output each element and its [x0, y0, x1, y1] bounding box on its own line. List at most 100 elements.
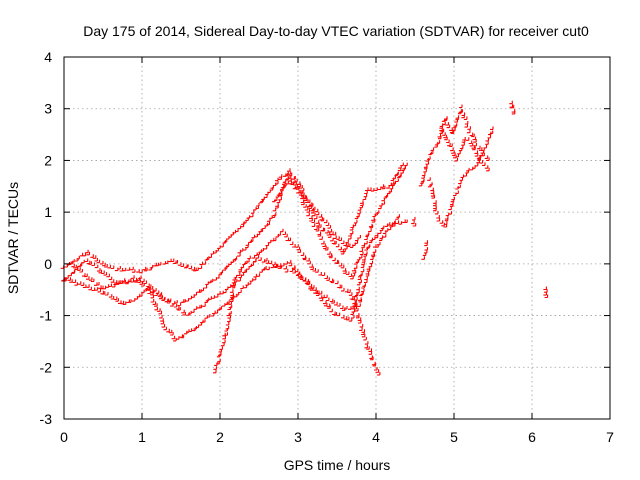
- data-point-track-8-3-1: [451, 196, 455, 201]
- data-point-track-5-7-7: [329, 278, 334, 283]
- data-point-track-5-7-4: [321, 272, 326, 276]
- data-point-track-2-11-1: [304, 207, 309, 211]
- data-point-track-1-12-18: [360, 200, 364, 204]
- data-point-track-2-13-14: [364, 236, 368, 241]
- data-point-track-2-3-0: [138, 275, 142, 280]
- data-point-track-4-10-8: [340, 305, 344, 310]
- data-point-track-3-0-8: [82, 284, 87, 289]
- data-point-track-3-1-1: [94, 287, 99, 291]
- data-point-track-1-7-12: [261, 196, 265, 201]
- data-point-track-5-10-8: [374, 367, 378, 371]
- data-point-track-8-4-1: [460, 174, 465, 178]
- data-point-track-1-8-6: [275, 180, 279, 185]
- data-point-track-4-12-5: [361, 288, 365, 293]
- data-point-track-2-0-3: [68, 272, 72, 277]
- data-point-track-1-4-7: [188, 265, 193, 270]
- data-point-track-1-0-4: [71, 259, 75, 263]
- data-point-track-9-3-1: [465, 137, 470, 141]
- data-point-track-3-12-3: [343, 316, 348, 320]
- data-point-track-4-12-7: [362, 283, 366, 287]
- data-point-track-1-1-6: [100, 260, 104, 265]
- data-point-track-3-12-2: [341, 314, 345, 319]
- data-point-track-5-5-5: [289, 241, 294, 246]
- data-point-track-4-7-3: [264, 257, 268, 262]
- data-point-track-1-1-4: [94, 258, 98, 262]
- y-tick-label-0: 0: [44, 256, 52, 272]
- data-point-track-3-13-16: [359, 272, 363, 277]
- data-point-track-3-0-6: [77, 281, 82, 285]
- data-point-track-4-0-4: [77, 267, 81, 271]
- data-point-track-9-2-2: [457, 150, 461, 155]
- data-point-track-1-2-3: [117, 266, 121, 270]
- data-point-track-7-6-0: [467, 126, 471, 130]
- data-point-track-4-7-4: [265, 260, 270, 264]
- data-point-track-2-13-2: [352, 270, 357, 274]
- data-point-track-8-0-11: [434, 210, 439, 215]
- data-point-track-1-1-1: [86, 251, 91, 256]
- data-point-track-4-3-1: [157, 293, 162, 297]
- data-point-track-5-5-0: [280, 228, 284, 233]
- data-point-track-4-3-11: [182, 311, 186, 316]
- data-point-track-7-4-3: [453, 123, 458, 127]
- data-point-track-3-12-4: [345, 316, 350, 321]
- data-point-track-4-8-4: [292, 270, 296, 274]
- data-point-track-2-1-1: [86, 260, 91, 265]
- data-point-track-6-1-2: [290, 181, 295, 186]
- data-point-track-2-5-2: [182, 299, 186, 303]
- data-point-track-3-14-1: [366, 244, 371, 248]
- data-point-track-5-6-0: [295, 244, 299, 248]
- data-point-fragment-2-0-0: [421, 256, 425, 260]
- data-point-track-1-3-7: [157, 261, 162, 266]
- data-point-track-2-13-17: [368, 228, 372, 233]
- data-point-track-4-2-8: [151, 289, 155, 294]
- data-point-track-7-1-1: [429, 150, 434, 155]
- y-tick-label-2: 2: [44, 152, 52, 168]
- data-point-track-2-1-8: [103, 272, 108, 276]
- data-point-track-2-1-6: [98, 269, 103, 274]
- data-point-track-2-11-7: [311, 223, 316, 227]
- data-point-track-2-11-11: [317, 233, 322, 237]
- data-point-track-2-11-8: [314, 226, 318, 231]
- data-point-track-5-2-1: [233, 275, 238, 279]
- data-point-track-5-9-14: [361, 331, 365, 336]
- data-point-track-5-6-2: [297, 249, 302, 253]
- data-point-track-4-3-5: [167, 300, 171, 304]
- data-point-track-6-2-5: [319, 216, 323, 221]
- data-point-track-4-9-8: [313, 287, 317, 291]
- data-point-track-4-9-0: [295, 272, 300, 276]
- data-point-track-5-3-0: [247, 255, 251, 260]
- data-point-track-4-2-4: [141, 283, 145, 287]
- data-point-track-1-3-2: [144, 267, 148, 272]
- data-point-track-3-7-2: [221, 303, 226, 307]
- data-point-track-4-13-5: [382, 234, 387, 238]
- data-point-track-2-9-6: [278, 196, 282, 201]
- data-point-track-5-7-6: [326, 277, 330, 281]
- data-point-track-5-1-13: [229, 289, 234, 293]
- data-point-track-2-6-2: [205, 281, 209, 285]
- data-point-track-7-4-6: [455, 115, 460, 119]
- data-point-track-3-15-0: [380, 225, 385, 230]
- data-point-track-3-8-6: [253, 273, 257, 278]
- data-point-track-1-12-11: [353, 219, 358, 224]
- data-point-track-2-8-9: [266, 221, 271, 226]
- data-point-track-2-2-5: [130, 279, 135, 283]
- data-point-track-5-7-3: [318, 272, 322, 276]
- data-point-track-2-14-5: [381, 201, 386, 205]
- data-point-track-3-6-1: [195, 324, 200, 329]
- data-point-track-2-6-1: [203, 285, 208, 289]
- data-point-track-8-3-5: [457, 184, 461, 189]
- data-point-track-4-3-2: [159, 295, 163, 300]
- data-point-track-5-2-2: [236, 272, 241, 276]
- data-point-track-1-11-1: [320, 227, 325, 232]
- data-point-track-5-9-9: [357, 317, 362, 321]
- data-point-track-2-12-2: [329, 254, 333, 259]
- data-point-track-1-10-16: [316, 222, 320, 227]
- data-point-track-1-10-15: [315, 220, 320, 224]
- data-point-track-1-6-1: [220, 243, 224, 248]
- data-point-track-3-0-7: [80, 282, 85, 286]
- y-tick-label-1: 1: [44, 204, 52, 220]
- data-point-track-2-1-3: [91, 262, 96, 267]
- data-point-track-4-0-5: [79, 269, 83, 273]
- data-point-track-1-2-6: [126, 267, 131, 271]
- data-point-fragment-3-0-2: [510, 104, 515, 109]
